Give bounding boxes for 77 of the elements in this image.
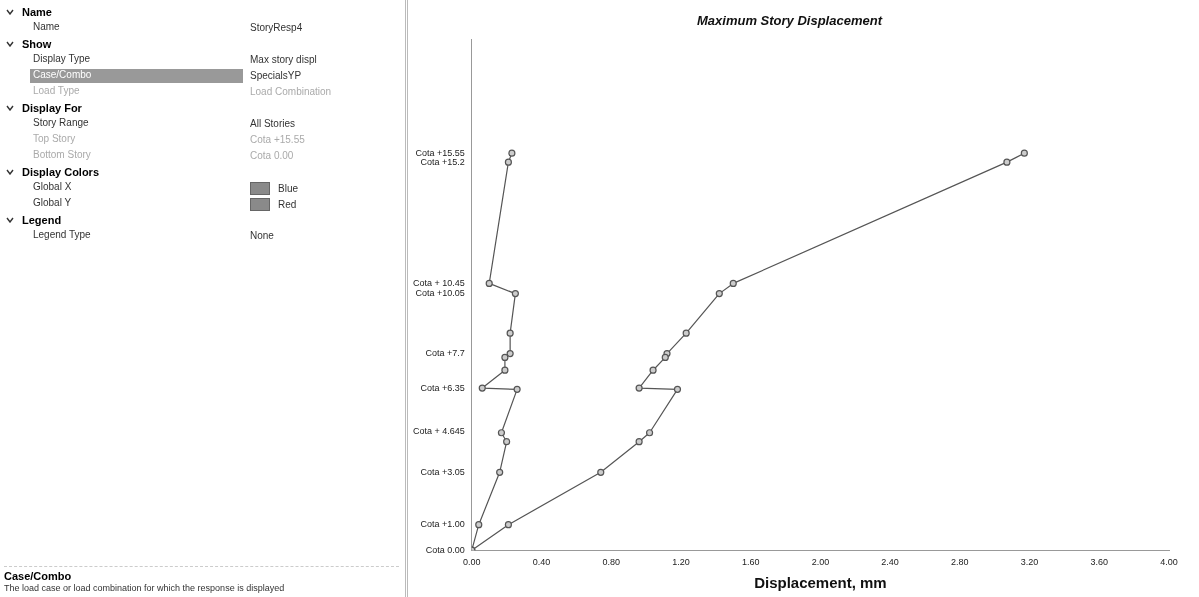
- point: [645, 429, 654, 437]
- y-tick-label: Cota 0.00: [425, 544, 465, 555]
- text: Display Colors: [22, 166, 100, 178]
- x-tick-label: 3.20: [1020, 557, 1039, 568]
- text: Load Combination: [250, 86, 332, 97]
- point: [497, 429, 506, 437]
- x-tick-label: 0.40: [532, 557, 551, 568]
- point: [682, 329, 690, 337]
- y-tick-label: Cota +6.35: [420, 382, 465, 393]
- text: Show: [22, 38, 52, 50]
- point: [635, 384, 643, 392]
- text: Bottom Story: [32, 149, 92, 162]
- x-tick-label: 1.20: [672, 557, 690, 568]
- point: [501, 353, 509, 362]
- point: [506, 350, 514, 358]
- text: Legend: [22, 214, 62, 226]
- point: [597, 468, 605, 476]
- x-tick-label: 4.00: [1160, 557, 1178, 568]
- point: [513, 385, 521, 393]
- text: Case/Combo: [30, 69, 243, 83]
- point: [508, 149, 516, 157]
- text: All Stories: [250, 118, 296, 129]
- text: The load case or load combination for which the response is displayed: [4, 583, 285, 593]
- point: [504, 521, 512, 529]
- point: [485, 279, 493, 288]
- x-tick-label: 3.60: [1090, 557, 1109, 568]
- point: [504, 158, 512, 166]
- point: [715, 290, 723, 298]
- text: Name: [32, 21, 61, 34]
- text: Load Type: [32, 85, 81, 98]
- x-tick-label: 0.80: [602, 557, 620, 568]
- text: Global Y: [32, 197, 73, 210]
- text: Blue: [277, 182, 299, 195]
- point: [511, 290, 519, 298]
- point: [506, 329, 514, 337]
- text: Cota 0.00: [250, 150, 294, 161]
- text: StoryResp4: [250, 22, 303, 33]
- x-tick-label: 0.00: [463, 557, 481, 568]
- y-tick-label: Cota +15.55: [415, 147, 465, 158]
- text: Story Range: [32, 117, 90, 130]
- point: [649, 366, 657, 374]
- point: [1020, 149, 1028, 157]
- x-tick-label: 2.80: [951, 557, 969, 568]
- text: Top Story: [32, 133, 77, 146]
- text: Display Type: [32, 53, 92, 66]
- point: [673, 385, 682, 393]
- x-axis-title: Displacement, mm: [754, 574, 887, 592]
- point: [478, 384, 486, 392]
- point: [1003, 158, 1011, 166]
- text: SpecialsYP: [250, 70, 302, 81]
- point: [661, 353, 669, 362]
- y-tick-label: Cota +1.00: [420, 519, 465, 530]
- point: [635, 438, 643, 446]
- text: Global X: [32, 181, 73, 194]
- point: [501, 366, 509, 374]
- point: [496, 468, 504, 476]
- text: Legend Type: [32, 229, 92, 242]
- x-tick-label: 2.40: [881, 557, 899, 568]
- text: Cota +15.55: [250, 134, 305, 145]
- text: None: [250, 230, 274, 241]
- text: Display For: [22, 102, 82, 114]
- y-tick-label: Cota +3.05: [420, 466, 465, 477]
- text: Name: [22, 6, 52, 18]
- point: [729, 279, 737, 288]
- point: [503, 438, 511, 446]
- text: Red: [277, 198, 297, 211]
- point: [475, 521, 483, 529]
- x-tick-label: 1.60: [741, 557, 760, 568]
- y-tick-label: Cota +10.05: [415, 288, 465, 299]
- y-tick-label: Cota +15.2: [420, 156, 465, 167]
- text: Max story displ: [250, 54, 317, 65]
- text: Case/Combo: [4, 566, 399, 582]
- y-tick-label: Cota + 4.645: [412, 426, 465, 437]
- chart-title: Maximum Story Displacement: [697, 13, 883, 29]
- x-tick-label: 2.00: [811, 557, 830, 568]
- y-tick-label: Cota + 10.45: [412, 277, 465, 288]
- y-tick-label: Cota +7.7: [425, 348, 465, 359]
